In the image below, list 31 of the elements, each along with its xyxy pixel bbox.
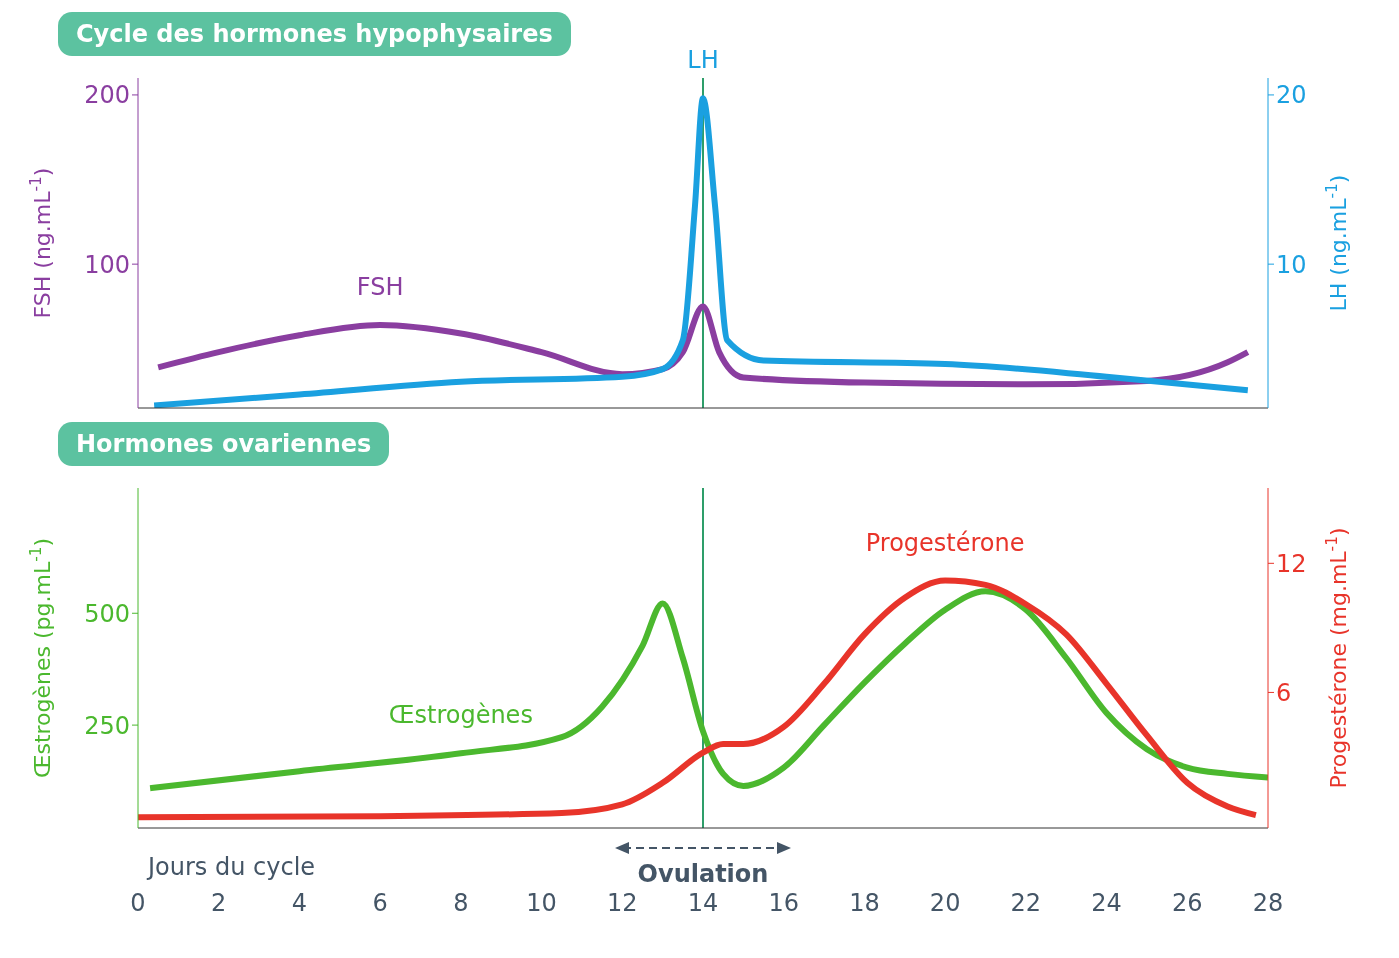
x-tick-label: 6 <box>372 889 388 918</box>
x-tick-label: 8 <box>453 889 469 918</box>
x-tick-label: 10 <box>526 889 557 918</box>
x-tick-label: 16 <box>768 889 799 918</box>
x-tick-label: 14 <box>687 889 719 918</box>
y2-tick-label: 10 <box>1276 250 1307 279</box>
y2-tick-label: 6 <box>1276 678 1292 707</box>
x-tick-label: 26 <box>1172 889 1203 918</box>
chart-title: Hormones ovariennes <box>58 422 390 466</box>
x-tick-label: 2 <box>211 889 227 918</box>
x-tick-label: 12 <box>607 889 638 918</box>
chart-title: Cycle des hormones hypophysaires <box>58 12 571 56</box>
x-tick-label: 20 <box>929 889 961 918</box>
y-tick-label: 200 <box>84 81 130 110</box>
x-tick-label: 0 <box>130 889 146 918</box>
x-tick-label: 4 <box>291 889 308 918</box>
x-axis-title: Jours du cycle <box>146 853 316 882</box>
x-tick-label: 18 <box>849 889 880 918</box>
y-tick-label: 100 <box>84 250 130 279</box>
series-label: LH <box>687 46 719 75</box>
y2-tick-label: 12 <box>1276 549 1307 578</box>
x-tick-label: 22 <box>1010 889 1042 918</box>
ref-line-label: Ovulation <box>637 860 769 888</box>
x-tick-label: 24 <box>1091 889 1122 918</box>
series-label: FSH <box>356 273 404 302</box>
series-label: Œstrogènes <box>388 701 533 730</box>
series-label: Progestérone <box>865 528 1025 557</box>
y-tick-label: 250 <box>84 711 130 740</box>
x-tick-label: 28 <box>1252 889 1284 918</box>
y2-tick-label: 20 <box>1276 81 1307 110</box>
y-tick-label: 500 <box>84 599 130 628</box>
